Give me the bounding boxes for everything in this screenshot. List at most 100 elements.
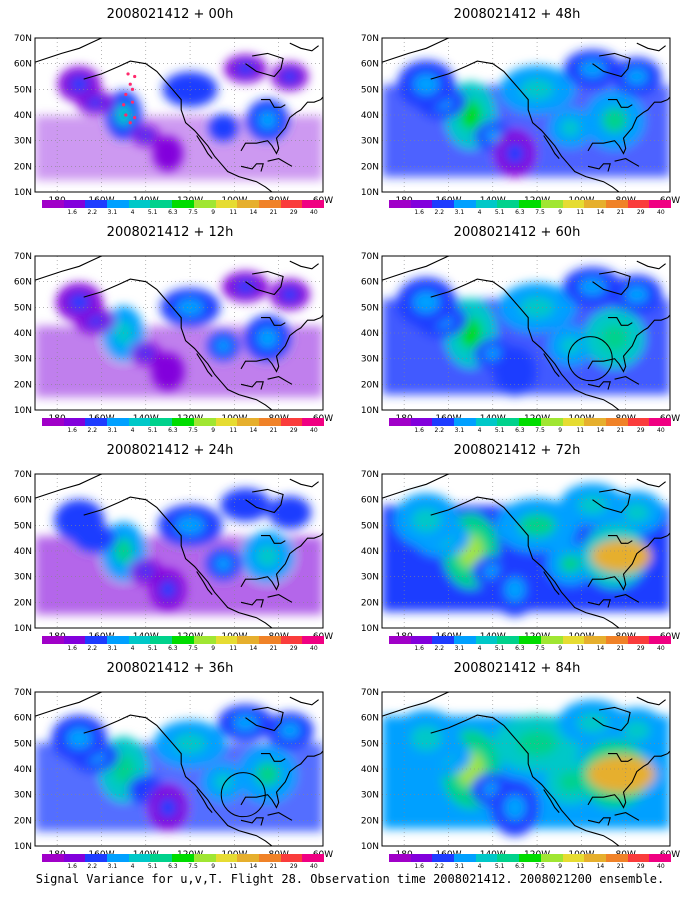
variance-core: [484, 129, 502, 142]
legend-swatch: [85, 636, 108, 644]
variance-map: 70N60N50N40N30N20N10N180160W140W120W100W…: [14, 470, 333, 642]
variance-core: [505, 142, 525, 165]
coastline: [592, 270, 631, 296]
panel-title: 2008021412 + 48h: [453, 7, 581, 22]
legend-label: 3.1: [107, 209, 118, 216]
legend-swatch: [519, 200, 541, 208]
legend-swatch: [497, 418, 520, 426]
legend-swatch: [454, 200, 476, 208]
legend-label: 11: [229, 209, 238, 216]
flight-track-point: [130, 87, 135, 91]
legend-swatch: [237, 636, 259, 644]
legend-colorbar: [389, 200, 671, 208]
legend-label: 14: [249, 863, 258, 870]
latitude-label: 60N: [14, 60, 32, 70]
variance-map: 70N60N50N40N30N20N10N180160W140W120W100W…: [361, 252, 680, 424]
variance-core: [625, 285, 649, 304]
coastline: [543, 135, 560, 159]
latitude-label: 40N: [361, 547, 379, 557]
legend-swatch: [280, 854, 303, 862]
legend-swatch: [63, 200, 86, 208]
variance-core: [410, 725, 442, 752]
flight-track-point: [133, 74, 137, 79]
coastline: [608, 753, 633, 762]
forecast-panel: 2008021412 + 36h70N60N50N40N30N20N10N180…: [5, 660, 335, 876]
legend-swatch: [258, 636, 281, 644]
legend-swatch: [497, 636, 520, 644]
legend-swatch: [280, 636, 303, 644]
map-frame: [381, 691, 671, 847]
variance-map: 70N60N50N40N30N20N10N180160W140W120W100W…: [361, 470, 680, 642]
legend-label: 21: [269, 645, 278, 652]
latitude-label: 60N: [361, 496, 379, 506]
legend-swatch: [107, 200, 129, 208]
coastline: [240, 599, 264, 608]
coastline: [614, 812, 640, 821]
coastline: [240, 163, 264, 172]
coastline: [240, 750, 323, 809]
legend-label: 40: [657, 863, 665, 870]
flight-track-point: [126, 72, 130, 76]
legend-swatch: [562, 200, 585, 208]
coastline: [614, 158, 640, 167]
panel-title: 2008021412 + 84h: [453, 661, 581, 676]
legend-swatch: [540, 418, 563, 426]
variance-core: [576, 712, 608, 734]
map-frame: [34, 473, 324, 629]
latitude-label: 70N: [14, 34, 32, 44]
legend-swatch: [584, 418, 606, 426]
coastline: [261, 753, 286, 762]
legend-label: 9: [558, 427, 563, 434]
legend-label: 40: [657, 209, 665, 216]
latitude-label: 40N: [361, 111, 379, 121]
legend-swatch: [42, 636, 64, 644]
legend-swatch: [172, 200, 194, 208]
variance-core: [560, 336, 580, 355]
legend-label: 5.1: [147, 209, 158, 216]
legend-label: 5.1: [147, 645, 158, 652]
legend-swatch: [280, 200, 303, 208]
legend-label: 21: [616, 209, 625, 216]
variance-core: [159, 580, 176, 599]
legend-swatch: [605, 636, 628, 644]
coastline: [83, 496, 273, 628]
coastline: [267, 158, 293, 167]
latitude-label: 30N: [361, 791, 379, 801]
legend-swatch: [649, 854, 671, 862]
coastline: [240, 817, 264, 826]
latitude-label: 40N: [14, 765, 32, 775]
legend-swatch: [475, 636, 498, 644]
variance-map: 70N60N50N40N30N20N10N180160W140W120W100W…: [361, 688, 680, 860]
legend-swatch: [215, 200, 238, 208]
legend-swatch: [627, 418, 650, 426]
legend-swatch: [85, 418, 108, 426]
legend-swatch: [605, 418, 628, 426]
legend-label: 1.6: [414, 427, 424, 434]
coastline: [267, 812, 293, 821]
legend-swatch: [519, 636, 541, 644]
coastline: [196, 789, 213, 813]
coastline: [83, 60, 273, 192]
legend-label: 5.1: [494, 863, 505, 870]
legend-label: 29: [636, 209, 645, 216]
coastline: [83, 714, 273, 846]
variance-core: [559, 771, 582, 793]
variance-core: [518, 513, 556, 538]
legend-label: 21: [616, 427, 625, 434]
latitude-label: 20N: [14, 816, 32, 826]
legend-swatch: [410, 636, 433, 644]
legend-label: 29: [289, 863, 298, 870]
coastline: [267, 376, 293, 385]
legend-swatch: [454, 854, 476, 862]
latitude-label: 10N: [361, 624, 379, 634]
legend-swatch: [42, 854, 64, 862]
legend-label: 6.3: [515, 645, 525, 652]
legend-label: 6.3: [168, 427, 178, 434]
legend-label: 6.3: [168, 645, 178, 652]
coastline: [430, 496, 620, 628]
coastline: [587, 817, 611, 826]
coastline: [636, 478, 666, 488]
coastline: [608, 99, 633, 108]
variance-core: [234, 279, 256, 294]
legend-label: 3.1: [107, 863, 118, 870]
